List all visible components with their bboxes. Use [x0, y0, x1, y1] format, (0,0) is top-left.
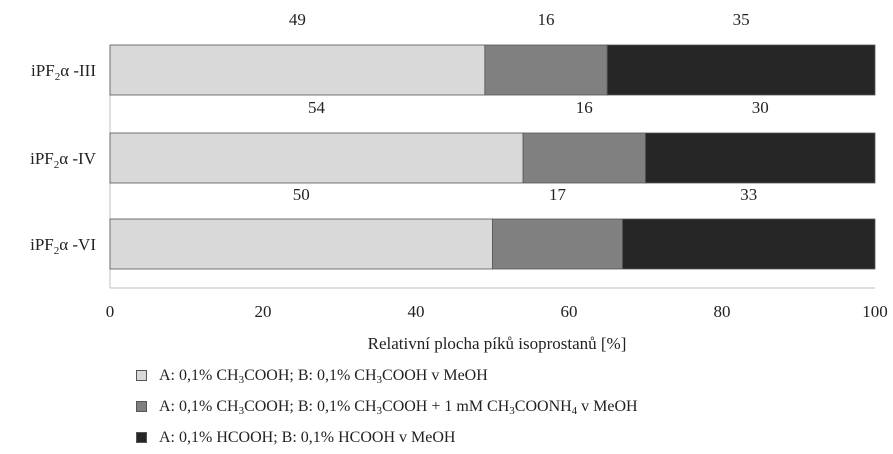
bar-segment	[492, 218, 623, 270]
bar-segment	[522, 132, 646, 184]
y-tick-label: iPF2α -VI	[30, 235, 96, 257]
x-tick-label: 80	[714, 302, 731, 321]
bar-segment	[606, 44, 876, 96]
legend-item: A: 0,1% CH3COOH; B: 0,1% CH3COOH + 1 mM …	[136, 391, 638, 422]
legend-label-ch3cooh: A: 0,1% CH3COOH; B: 0,1% CH3COOH v MeOH	[159, 366, 488, 386]
x-tick-labels: 0 20 40 60 80 100	[106, 302, 888, 321]
bars	[109, 44, 876, 270]
data-label: 16	[576, 98, 593, 117]
data-label: 30	[752, 98, 769, 117]
x-axis-title: Relativní plocha píků isoprostanů [%]	[368, 334, 627, 353]
bar-segment	[109, 132, 524, 184]
x-tick-label: 100	[862, 302, 888, 321]
data-label: 16	[538, 10, 555, 29]
bar-segment	[109, 44, 486, 96]
x-tick-label: 0	[106, 302, 115, 321]
x-tick-label: 20	[255, 302, 272, 321]
bar-segment	[109, 218, 493, 270]
y-tick-label: iPF2α -IV	[30, 149, 97, 171]
y-tick-label: iPF2α -III	[31, 61, 96, 83]
data-label: 33	[740, 185, 757, 204]
data-labels: 49 16 35 54 16 30 50 17 33	[289, 10, 769, 204]
data-label: 17	[549, 185, 567, 204]
legend-swatch-ch3coonh4	[136, 401, 147, 412]
legend-swatch-hcooh	[136, 432, 147, 443]
bar-segment	[622, 218, 876, 270]
data-label: 35	[733, 10, 750, 29]
y-tick-labels: iPF2α -III iPF2α -IV iPF2α -VI	[30, 61, 97, 257]
bar-segment	[645, 132, 876, 184]
data-label: 50	[293, 185, 310, 204]
bar-segment	[484, 44, 608, 96]
data-label: 49	[289, 10, 306, 29]
data-label: 54	[308, 98, 326, 117]
legend-item: A: 0,1% CH3COOH; B: 0,1% CH3COOH v MeOH	[136, 360, 638, 391]
legend-label-ch3coonh4: A: 0,1% CH3COOH; B: 0,1% CH3COOH + 1 mM …	[159, 397, 638, 417]
x-tick-label: 40	[408, 302, 425, 321]
legend-item: A: 0,1% HCOOH; B: 0,1% HCOOH v MeOH	[136, 422, 638, 453]
legend: A: 0,1% CH3COOH; B: 0,1% CH3COOH v MeOH …	[136, 360, 638, 453]
x-tick-label: 60	[561, 302, 578, 321]
legend-swatch-ch3cooh	[136, 370, 147, 381]
legend-label-hcooh: A: 0,1% HCOOH; B: 0,1% HCOOH v MeOH	[159, 428, 456, 446]
